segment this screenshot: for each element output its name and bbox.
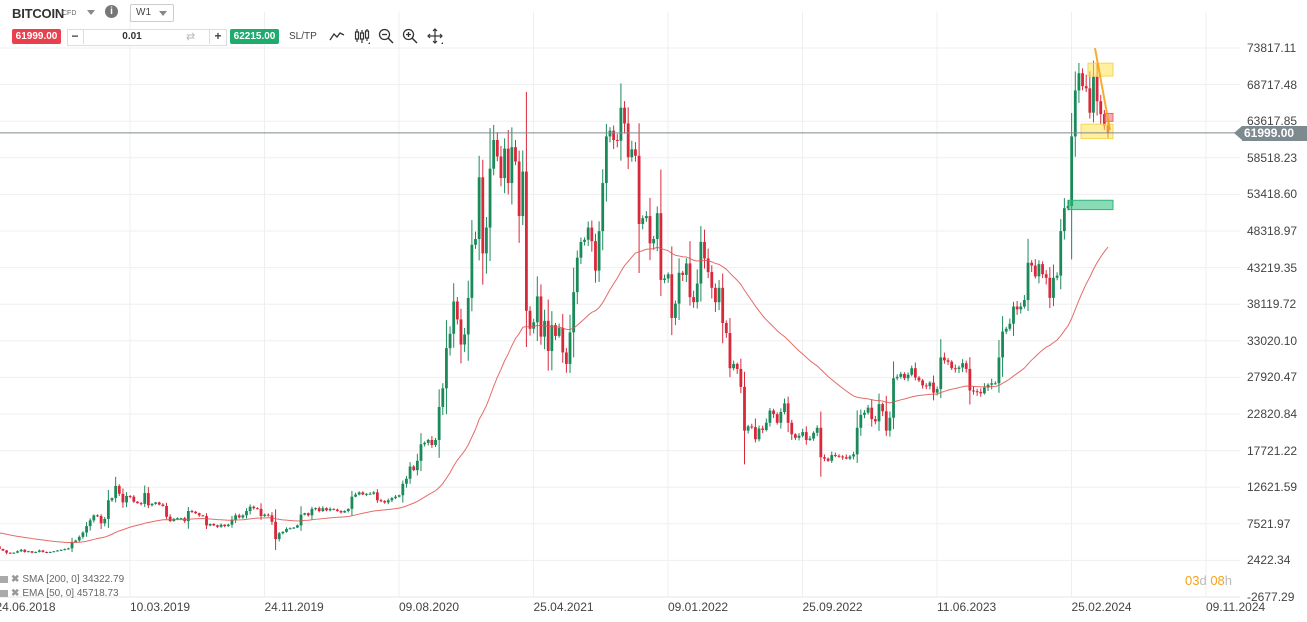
symbol-dropdown-chevron-icon[interactable] (87, 10, 95, 15)
x-tick-label: 11.06.2023 (937, 600, 997, 614)
x-tick-label: 24.06.2018 (0, 600, 56, 614)
remove-indicator-icon[interactable]: ✖ (11, 574, 20, 585)
sma-label: SMA [200, 0] 34322.79 (22, 574, 125, 585)
crosshair-move-icon[interactable] (427, 28, 443, 44)
info-icon[interactable]: i (105, 5, 118, 18)
y-tick-label: 73817.11 (1247, 41, 1297, 55)
remove-indicator-icon[interactable]: ✖ (11, 588, 20, 599)
y-tick-label: 12621.59 (1247, 480, 1298, 495)
y-tick-label: 43219.35 (1247, 260, 1298, 275)
ema-label: EMA [50, 0] 45718.73 (22, 588, 119, 599)
timeframe-chevron-icon (159, 11, 167, 16)
y-tick-label: -2677.29 (1247, 590, 1295, 604)
y-tick-label: 58518.23 (1247, 150, 1298, 165)
buy-button[interactable]: 62215.00 (230, 29, 279, 44)
x-tick-label: 09.01.2022 (668, 600, 729, 614)
timeframe-select[interactable]: W1 (130, 4, 174, 22)
x-tick-label: 25.09.2022 (802, 600, 863, 614)
y-tick-label: 68717.48 (1247, 77, 1298, 92)
candle-countdown: 03d 08h (1185, 573, 1233, 588)
quantity-decrease-button[interactable]: − (67, 29, 84, 44)
y-tick-label: 48318.97 (1247, 224, 1298, 238)
zoom-in-icon[interactable] (402, 28, 418, 44)
quantity-input[interactable]: 0.01 (122, 31, 142, 42)
indicator-settings-icon[interactable] (0, 575, 8, 583)
quantity-stepper (67, 29, 227, 46)
y-tick-label: 22820.84 (1247, 407, 1298, 421)
y-tick-label: 2422.34 (1247, 553, 1291, 568)
zoom-out-icon[interactable] (378, 28, 394, 44)
swap-units-icon[interactable]: ⇄ (186, 31, 196, 43)
y-tick-label: 38119.72 (1247, 297, 1297, 312)
y-tick-label: 27920.47 (1247, 370, 1298, 385)
y-tick-label: 53418.60 (1247, 187, 1298, 202)
timeframe-value: W1 (136, 7, 151, 18)
indicator-legend-sma[interactable]: ✖ SMA [200, 0] 34322.79 (0, 574, 124, 585)
x-tick-label: 25.02.2024 (1071, 600, 1132, 614)
x-tick-label: 10.03.2019 (130, 600, 191, 614)
chart-type-line-icon[interactable] (329, 28, 345, 44)
sell-button[interactable]: 61999.00 (12, 29, 61, 44)
current-price-value: 61999.00 (1242, 126, 1307, 141)
y-tick-label: 63617.85 (1247, 114, 1298, 129)
instrument-type: CFD (62, 10, 77, 17)
symbol-name[interactable]: BITCOIN (12, 6, 65, 21)
current-price-tag: 61999.00 (1234, 126, 1307, 141)
y-tick-label: 17721.22 (1247, 443, 1298, 458)
x-tick-label: 09.08.2020 (399, 600, 460, 614)
x-tick-label: 24.11.2019 (264, 600, 324, 614)
quantity-increase-button[interactable]: + (209, 29, 226, 44)
x-tick-label: 09.11.2024 (1206, 600, 1266, 614)
sltp-button[interactable]: SL/TP (289, 31, 317, 42)
indicator-settings-icon[interactable] (0, 589, 8, 597)
y-tick-label: 7521.97 (1247, 516, 1291, 531)
indicators-icon[interactable] (354, 28, 370, 44)
indicator-legend-ema[interactable]: ✖ EMA [50, 0] 45718.73 (0, 588, 119, 599)
y-tick-label: 33020.10 (1247, 333, 1298, 348)
x-tick-label: 25.04.2021 (533, 600, 594, 614)
